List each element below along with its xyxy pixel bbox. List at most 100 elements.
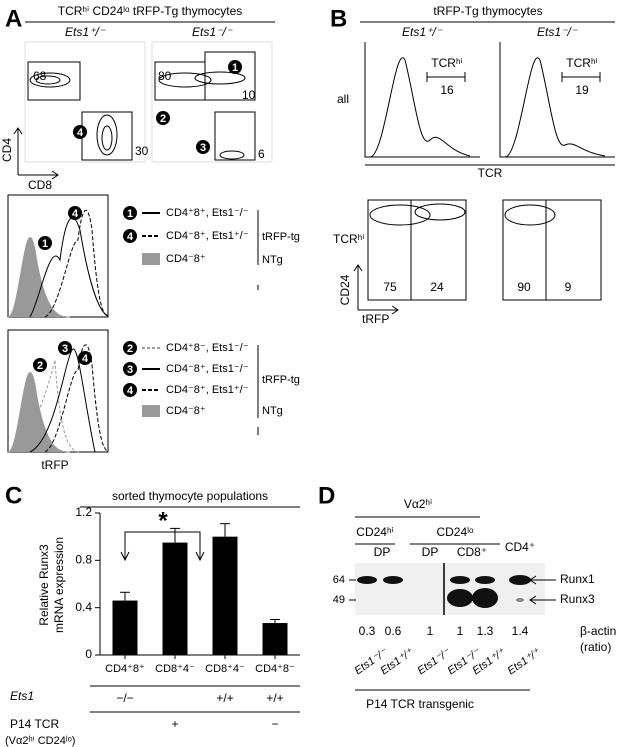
badge-number: 3 — [127, 364, 133, 376]
legend-entry: CD4⁻8⁺, Ets1⁺/⁻ — [166, 230, 249, 242]
legend-entry: CD4⁺8⁺, Ets1⁻/⁻ — [166, 207, 249, 219]
y-axis-label: Relative Runx3 — [37, 544, 51, 626]
bar — [212, 536, 238, 655]
subgroup-label: CD8⁺ — [457, 545, 487, 559]
badge — [123, 362, 137, 376]
badge-number: 4 — [82, 353, 89, 365]
axis-label: TCR — [478, 166, 503, 180]
gate-value: 68 — [33, 69, 47, 83]
gate-label: TCRʰⁱ — [566, 56, 597, 70]
gate-value: 80 — [158, 69, 172, 83]
subgroup-label: DP — [422, 545, 439, 559]
row-label: TCRʰⁱ — [333, 232, 364, 246]
row-label: all — [337, 92, 349, 106]
badge-number: 4 — [127, 231, 134, 243]
y-tick-label: 0.8 — [75, 553, 92, 567]
ratio-value: 0.3 — [359, 624, 376, 638]
gate-value: 90 — [517, 280, 531, 294]
genotype: Ets1⁻/⁻ — [192, 25, 234, 39]
panel-letter: D — [318, 482, 335, 509]
badge-number: 1 — [127, 208, 133, 220]
gate-value: 30 — [135, 144, 149, 158]
badge — [123, 383, 137, 397]
row-value: + — [171, 717, 178, 731]
blot-footer: P14 TCR transgenic — [366, 697, 474, 711]
badge-number: 2 — [160, 113, 166, 125]
panel-letter: A — [5, 5, 22, 32]
badge-number: 3 — [200, 142, 206, 154]
band-label: Runx3 — [560, 592, 595, 606]
panel-title: TCRʰⁱ CD24ˡᵒ tRFP-Tg thymocytes — [58, 4, 243, 18]
badge-number: 4 — [77, 127, 84, 139]
blot-bands — [357, 575, 531, 608]
badge — [228, 60, 242, 74]
group-label: NTg — [262, 254, 283, 266]
y-tick-label: 1.2 — [75, 505, 92, 519]
badge — [73, 125, 87, 139]
gate-value: 10 — [242, 88, 256, 102]
badge-number: 2 — [127, 343, 133, 355]
badge — [123, 229, 137, 243]
badge-number: 4 — [127, 385, 134, 397]
gate-value: 16 — [440, 83, 454, 97]
genotype: Ets1⁻/⁻ — [537, 25, 579, 39]
x-tick-label: CD8⁺4⁻ — [205, 663, 245, 675]
ratio-value: 0.6 — [385, 624, 402, 638]
badge — [78, 351, 92, 365]
axis-label: CD24 — [338, 274, 352, 305]
ratio-value: 1 — [457, 624, 464, 638]
row-value: −/− — [116, 691, 133, 705]
y-tick-label: 0 — [85, 647, 92, 661]
ratio-value: 1.4 — [512, 624, 529, 638]
legend-entry: CD4⁻8⁺, Ets1⁺/⁻ — [166, 384, 249, 396]
badge — [68, 206, 82, 220]
badge — [156, 111, 170, 125]
significance: * — [158, 507, 168, 534]
axis-label: CD4 — [0, 138, 14, 162]
x-tick-label: CD8⁺4⁻ — [155, 663, 195, 675]
mw-marker: 49 — [333, 594, 345, 606]
row-value: +/+ — [266, 691, 283, 705]
ratio-value: 1.3 — [477, 624, 494, 638]
axis-label: tRFP — [362, 312, 389, 326]
bar — [162, 542, 188, 655]
gate-value: 9 — [565, 280, 572, 294]
axis-label: tRFP — [41, 458, 68, 472]
lane-label: Ets1⁻/⁻ — [415, 646, 453, 678]
x-tick-label: CD4⁺8⁺ — [105, 663, 145, 675]
group-label: tRFP-tg — [262, 374, 300, 386]
decor — [7, 21, 615, 713]
row-value: − — [271, 717, 278, 731]
genotype: Ets1⁺/⁻ — [65, 25, 107, 39]
gate-value: 24 — [430, 280, 444, 294]
band-label: Runx1 — [560, 572, 595, 586]
bar — [112, 600, 138, 655]
gate-value: 6 — [258, 147, 265, 161]
badge — [58, 341, 72, 355]
badge — [123, 206, 137, 220]
badge — [123, 341, 137, 355]
blot-header: Vα2ʰⁱ — [404, 497, 432, 511]
genotype: Ets1⁺/⁻ — [402, 25, 444, 39]
subgroup-label: DP — [374, 545, 391, 559]
legend-entry: CD4⁻8⁺, Ets1⁻/⁻ — [166, 363, 249, 375]
ratio-label: (ratio) — [580, 640, 611, 654]
badge — [196, 140, 210, 154]
x-tick-label: CD4⁺8⁻ — [255, 663, 295, 675]
lane-label: Ets1⁺/⁺ — [505, 646, 543, 678]
legend-entry: CD4⁺8⁻, Ets1⁻/⁻ — [166, 342, 249, 354]
panel-title: tRFP-Tg thymocytes — [433, 4, 542, 18]
gate-value: 75 — [383, 280, 397, 294]
chart-title: sorted thymocyte populations — [112, 489, 268, 503]
badge-number: 3 — [62, 343, 68, 355]
panel-letter: C — [5, 482, 22, 509]
panel-letter: B — [330, 5, 347, 32]
mw-marker: 64 — [333, 574, 345, 586]
row-label: Ets1 — [10, 689, 34, 703]
legend-entry: CD4⁻8⁺ — [166, 253, 206, 265]
row-value: +/+ — [216, 691, 233, 705]
y-tick-label: 0.4 — [75, 600, 92, 614]
bar — [262, 623, 288, 655]
group-label: tRFP-tg — [262, 231, 300, 243]
